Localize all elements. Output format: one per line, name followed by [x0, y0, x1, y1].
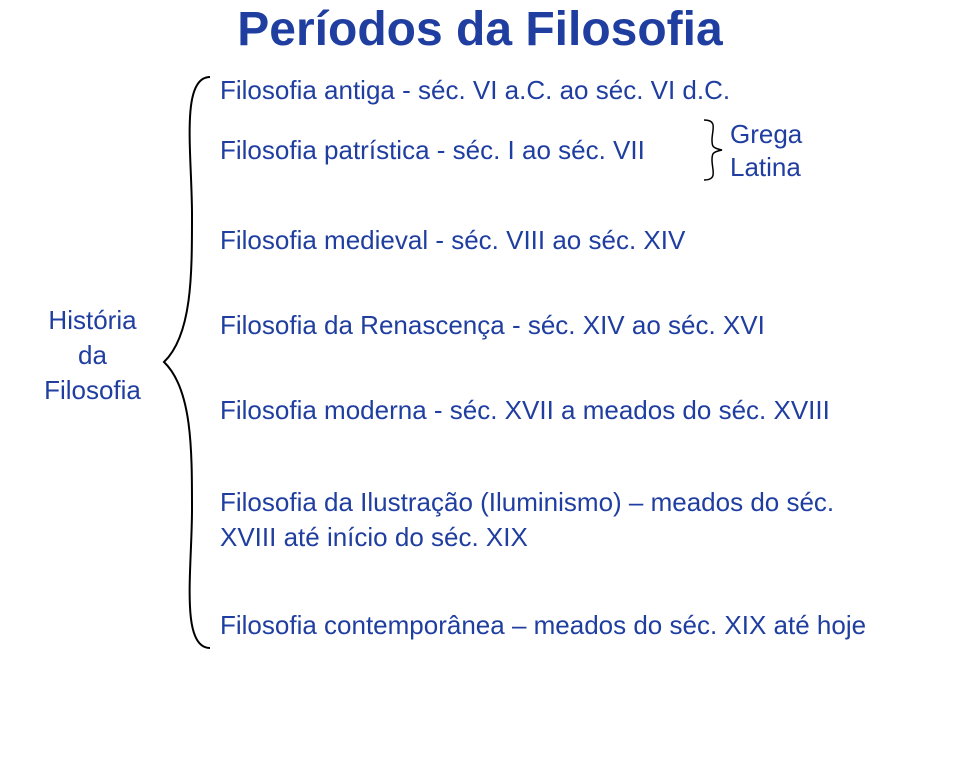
- sidebar-line1: História: [48, 305, 136, 335]
- period-renascenca: Filosofia da Renascença - séc. XIV ao sé…: [220, 310, 765, 341]
- sidebar-line2: da: [78, 340, 107, 370]
- ilustracao-line1: Filosofia da Ilustração (Iluminismo) – m…: [220, 487, 834, 517]
- period-patristica: Filosofia patrística - séc. I ao séc. VI…: [220, 135, 645, 166]
- brace-small-icon: [700, 118, 724, 182]
- grega-latina-group: Grega Latina: [730, 118, 802, 183]
- ilustracao-line2: XVIII até início do séc. XIX: [220, 522, 528, 552]
- period-moderna: Filosofia moderna - séc. XVII a meados d…: [220, 395, 830, 426]
- period-ilustracao: Filosofia da Ilustração (Iluminismo) – m…: [220, 485, 834, 555]
- page-title: Períodos da Filosofia: [0, 2, 960, 57]
- brace-big-icon: [160, 75, 215, 650]
- page: Períodos da Filosofia Filosofia antiga -…: [0, 0, 960, 770]
- sidebar-label: História da Filosofia: [25, 303, 160, 408]
- sidebar-line3: Filosofia: [44, 375, 141, 405]
- latina-label: Latina: [730, 151, 802, 184]
- period-contemporanea: Filosofia contemporânea – meados do séc.…: [220, 610, 866, 641]
- grega-label: Grega: [730, 118, 802, 151]
- period-antiga: Filosofia antiga - séc. VI a.C. ao séc. …: [220, 75, 730, 106]
- period-medieval: Filosofia medieval - séc. VIII ao séc. X…: [220, 225, 685, 256]
